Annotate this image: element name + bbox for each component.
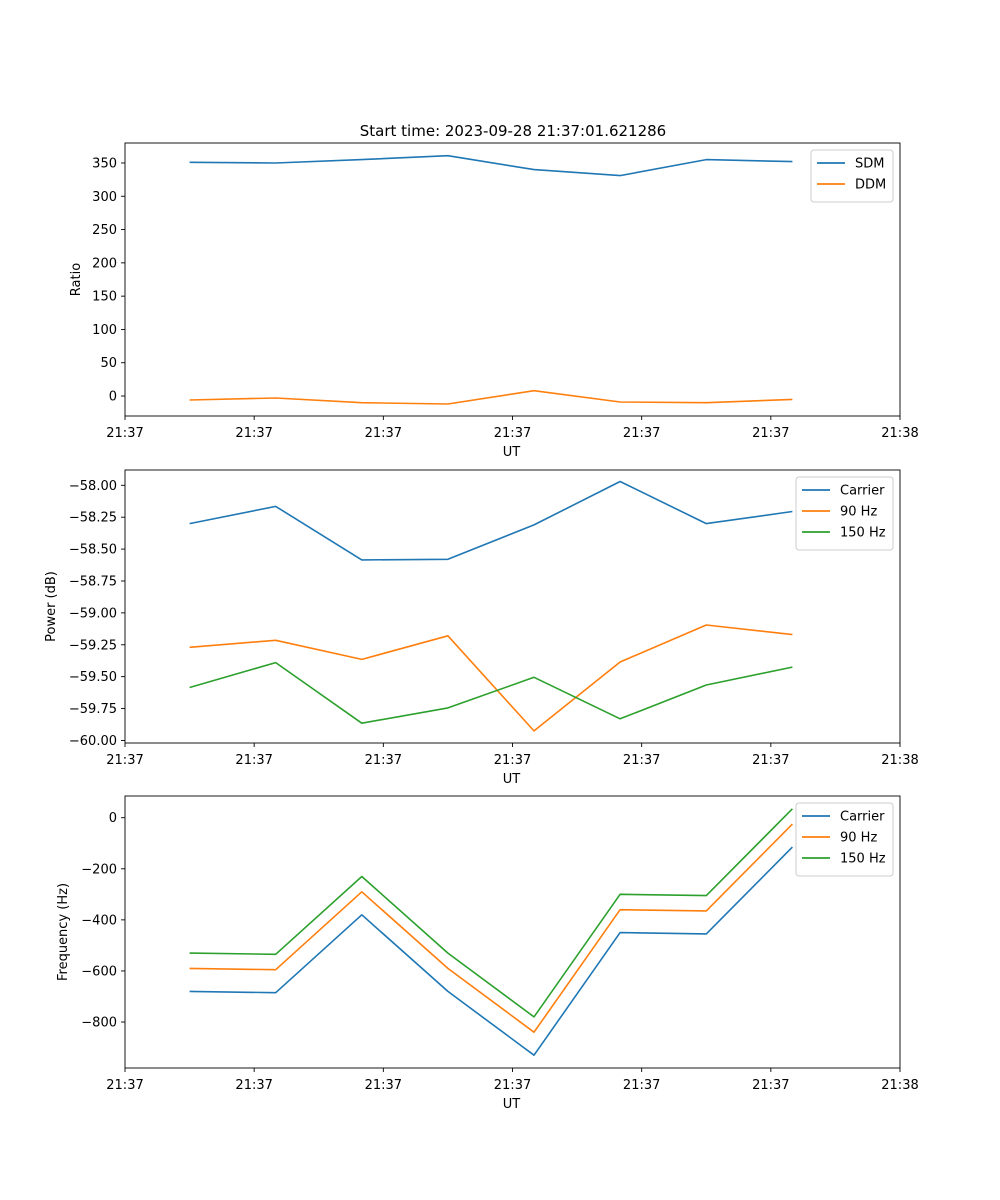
y-tick-label: 200 (92, 256, 117, 271)
legend: SDM DDM (810, 149, 894, 203)
x-tick-label: 21:37 (494, 753, 531, 768)
y-tick-label: −600 (81, 964, 117, 979)
legend-label: DDM (855, 178, 886, 193)
x-tick-label: 21:37 (752, 426, 789, 441)
chart-title: Start time: 2023-09-28 21:37:01.621286 (360, 122, 666, 140)
y-tick-label: −59.75 (69, 702, 117, 717)
y-tick-label: −58.25 (69, 511, 117, 526)
x-tick-label: 21:38 (881, 426, 918, 441)
x-tick-label: 21:37 (106, 1078, 143, 1093)
y-tick-label: −59.50 (69, 670, 117, 685)
y-tick-label: 0 (109, 811, 117, 826)
legend: Carrier 90 Hz 150 Hz (795, 476, 894, 551)
x-tick-label: 21:37 (106, 426, 143, 441)
y-tick-label: −59.25 (69, 638, 117, 653)
series-line-90-hz (189, 823, 793, 1033)
y-tick-label: −58.50 (69, 543, 117, 558)
legend-label: Carrier (840, 810, 885, 825)
y-tick-label: −59.00 (69, 606, 117, 621)
y-tick-label: −58.75 (69, 574, 117, 589)
y-tick-label: −58.00 (69, 479, 117, 494)
y-axis-label: Frequency (Hz) (56, 883, 71, 981)
legend-label: SDM (855, 157, 884, 172)
x-tick-label: 21:37 (106, 753, 143, 768)
y-axis-label: Power (dB) (44, 571, 59, 642)
x-tick-label: 21:37 (235, 753, 272, 768)
y-tick-label: −200 (81, 862, 117, 877)
x-axis-label: UT (503, 445, 521, 460)
y-tick-label: 250 (92, 223, 117, 238)
y-tick-label: 300 (92, 190, 117, 205)
x-tick-label: 21:37 (623, 1078, 660, 1093)
legend-label: 150 Hz (840, 526, 886, 541)
legend-label: Carrier (840, 484, 885, 499)
series-line-sdm (189, 154, 793, 177)
chart-panel-1: 21:37 21:37 21:37 21:37 21:37 21:37 21:38 0 50 10… (69, 142, 919, 460)
x-tick-label: 21:37 (494, 426, 531, 441)
legend-label: 150 Hz (840, 852, 886, 867)
y-tick-label: 150 (92, 290, 117, 305)
x-tick-label: 21:37 (752, 1078, 789, 1093)
series-line-150-hz (189, 661, 793, 725)
x-tick-label: 21:37 (494, 1078, 531, 1093)
x-axis-label: UT (503, 772, 521, 787)
y-tick-label: −400 (81, 913, 117, 928)
legend: Carrier 90 Hz 150 Hz (795, 802, 894, 877)
x-tick-label: 21:37 (365, 1078, 402, 1093)
y-tick-label: 350 (92, 156, 117, 171)
series-line-150-hz (189, 808, 793, 1018)
x-tick-label: 21:37 (365, 426, 402, 441)
y-tick-label: −60.00 (69, 734, 117, 749)
x-tick-label: 21:37 (365, 753, 402, 768)
y-axis-label: Ratio (69, 263, 84, 296)
chart-panel-2: 21:37 21:37 21:37 21:37 21:37 21:37 21:38 −60.0… (44, 469, 919, 787)
x-tick-label: 21:38 (881, 753, 918, 768)
axes-frame (124, 469, 901, 744)
y-tick-label: 50 (100, 356, 117, 371)
x-tick-label: 21:37 (235, 1078, 272, 1093)
series-line-ddm (189, 389, 793, 405)
legend-label: 90 Hz (840, 505, 877, 520)
x-tick-label: 21:37 (235, 426, 272, 441)
x-tick-label: 21:38 (881, 1078, 918, 1093)
y-tick-label: 0 (109, 390, 117, 405)
axes-frame (124, 142, 901, 417)
y-tick-label: −800 (81, 1016, 117, 1031)
x-tick-label: 21:37 (623, 753, 660, 768)
y-tick-label: 100 (92, 323, 117, 338)
x-tick-label: 21:37 (623, 426, 660, 441)
series-line-carrier (189, 480, 793, 561)
chart-panel-3: 21:37 21:37 21:37 21:37 21:37 21:37 21:38 −800 −… (56, 795, 919, 1112)
x-axis-label: UT (503, 1097, 521, 1112)
legend-label: 90 Hz (840, 831, 877, 846)
x-tick-label: 21:37 (752, 753, 789, 768)
series-line-90-hz (189, 624, 793, 732)
axes-frame (124, 795, 901, 1069)
series-line-carrier (189, 846, 793, 1056)
